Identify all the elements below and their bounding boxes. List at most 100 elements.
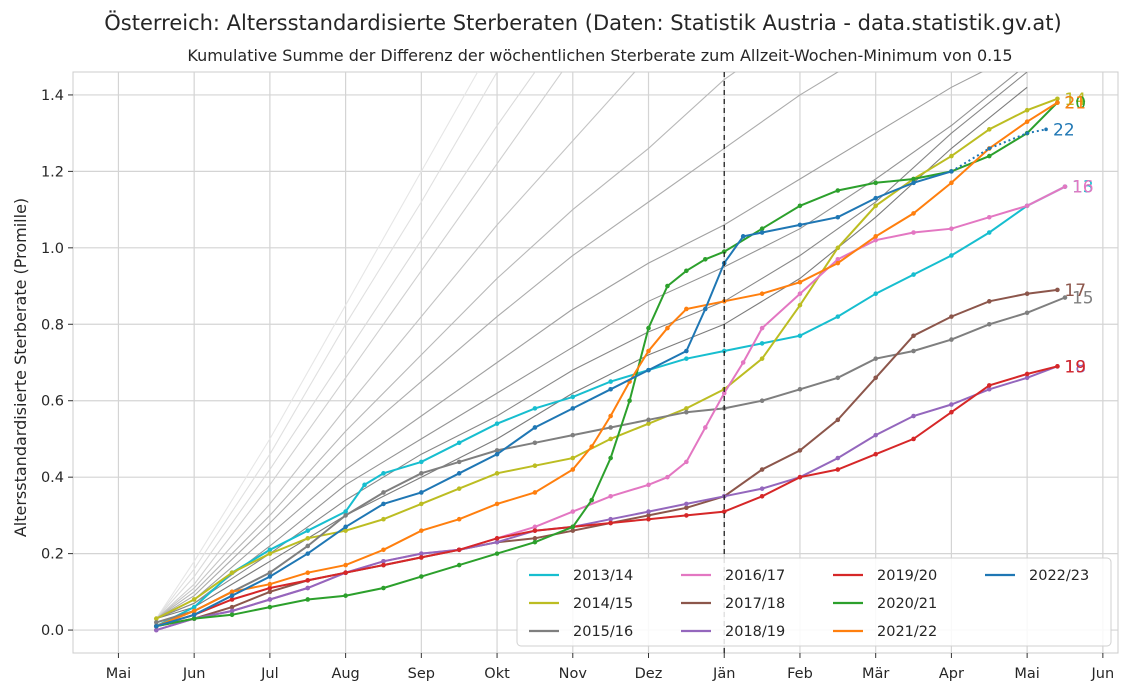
data-point	[456, 471, 462, 476]
data-point	[1055, 96, 1060, 102]
series-end-label: 20	[1064, 94, 1086, 114]
data-point	[646, 348, 651, 354]
data-point	[911, 436, 916, 442]
data-point	[153, 627, 159, 633]
plot-area	[72, 71, 1119, 654]
data-point	[949, 253, 954, 258]
data-point	[1062, 295, 1068, 300]
data-point	[684, 409, 689, 415]
background-series-line	[156, 72, 1019, 620]
data-point	[684, 505, 689, 511]
data-point	[191, 608, 197, 614]
data-point	[419, 501, 424, 507]
data-point	[494, 501, 500, 507]
data-point	[986, 321, 992, 327]
data-point	[646, 513, 651, 518]
data-point	[759, 226, 765, 232]
data-point	[229, 604, 235, 610]
data-point	[986, 383, 992, 388]
data-point	[797, 203, 803, 209]
data-point	[835, 256, 841, 262]
data-point	[835, 375, 841, 381]
data-point	[343, 570, 348, 576]
data-point	[494, 471, 500, 476]
data-point	[873, 291, 878, 296]
data-point	[419, 574, 424, 579]
data-point	[949, 226, 954, 232]
y-tick-label: 1.0	[41, 241, 64, 257]
data-point	[911, 413, 916, 419]
data-point	[797, 333, 803, 339]
legend: 2013/14 2014/15 2015/16 2016/17 2017/18 2018/…	[516, 557, 1112, 647]
data-point	[267, 597, 273, 602]
data-point	[362, 482, 367, 488]
data-point	[153, 616, 159, 621]
data-point	[267, 581, 273, 587]
data-point	[419, 555, 424, 560]
data-point	[419, 459, 424, 465]
data-point	[419, 528, 424, 533]
data-point	[684, 356, 689, 361]
data-point	[191, 616, 197, 621]
series-line	[156, 170, 952, 628]
data-point	[665, 283, 670, 289]
series-line	[155, 101, 1058, 628]
data-point	[570, 509, 576, 514]
background-series-line	[156, 86, 1028, 620]
data-point	[608, 425, 613, 430]
data-point	[759, 230, 765, 235]
y-axis-ticks: 0.0 0.2 0.4 0.6 0.8 1.0 1.2 1.4	[41, 88, 73, 639]
data-point	[229, 570, 235, 576]
data-point	[627, 398, 632, 404]
data-point	[873, 195, 878, 201]
projection-point	[987, 146, 992, 151]
series-end-label: 21	[1064, 94, 1086, 114]
data-point	[1024, 107, 1030, 113]
data-point	[456, 516, 462, 522]
data-point	[1024, 371, 1030, 377]
x-tick-label: Sep	[408, 666, 435, 682]
legend-entry: 2013/14	[529, 568, 633, 584]
data-point	[229, 612, 235, 618]
background-series	[155, 72, 1028, 620]
data-point	[949, 153, 954, 159]
legend-label: 2013/14	[573, 568, 633, 584]
y-tick-label: 0.2	[41, 547, 64, 563]
data-point	[608, 436, 613, 442]
data-point	[191, 604, 197, 610]
data-point	[835, 417, 841, 423]
data-point	[949, 409, 954, 415]
data-point	[646, 325, 651, 331]
data-point	[419, 490, 424, 495]
data-point	[873, 356, 878, 361]
legend-label: 2019/20	[877, 568, 937, 584]
data-point	[305, 551, 311, 556]
chart-title: Österreich: Altersstandardisierte Sterbe…	[104, 10, 1061, 35]
data-point	[343, 524, 348, 530]
data-point	[532, 425, 538, 430]
data-point	[589, 444, 595, 449]
data-point	[343, 513, 348, 518]
data-point	[835, 188, 841, 193]
data-point	[759, 398, 765, 404]
x-tick-label: Mai	[106, 666, 131, 682]
legend-label: 2017/18	[725, 596, 785, 612]
data-point	[1062, 184, 1068, 189]
data-point	[835, 467, 841, 472]
data-point	[532, 490, 538, 495]
legend-entry: 2016/17	[681, 568, 785, 584]
y-tick-label: 0.4	[41, 470, 64, 486]
legend-label: 2016/17	[725, 568, 785, 584]
data-point	[267, 547, 273, 553]
legend-label: 2014/15	[573, 596, 633, 612]
data-point	[721, 249, 727, 254]
data-point	[911, 180, 916, 186]
data-point	[494, 421, 500, 426]
data-point	[608, 379, 613, 384]
legend-label: 2015/16	[573, 624, 633, 640]
data-point	[911, 230, 916, 235]
data-point	[797, 386, 803, 392]
legend-label: 2020/21	[877, 596, 937, 612]
data-point	[797, 448, 803, 453]
